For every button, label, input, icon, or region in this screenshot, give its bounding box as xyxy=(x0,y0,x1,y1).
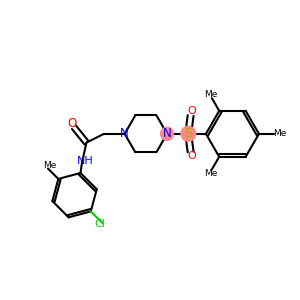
Circle shape xyxy=(160,127,174,140)
Text: O: O xyxy=(67,117,76,130)
Text: O: O xyxy=(188,106,197,116)
Text: Me: Me xyxy=(274,129,287,138)
Text: NH: NH xyxy=(77,156,94,166)
Text: Cl: Cl xyxy=(94,219,105,229)
Text: S: S xyxy=(184,127,192,140)
Text: Me: Me xyxy=(204,90,217,99)
Text: Me: Me xyxy=(204,169,217,178)
Text: O: O xyxy=(188,152,197,161)
Text: Me: Me xyxy=(43,161,56,170)
Text: N: N xyxy=(163,127,172,140)
Circle shape xyxy=(181,126,196,141)
Text: N: N xyxy=(120,127,128,140)
